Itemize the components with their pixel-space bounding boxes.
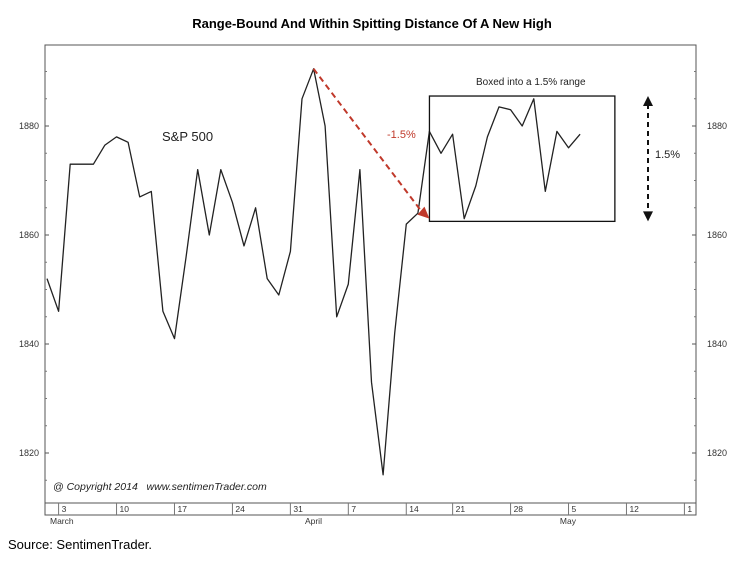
x-tick-label-11: 1 bbox=[687, 504, 692, 514]
month-label-0: March bbox=[50, 516, 74, 526]
x-tick-label-0: 3 bbox=[62, 504, 67, 514]
y-tick-label-left-3: 1880 bbox=[19, 121, 39, 131]
range-arrow-head-up bbox=[643, 96, 653, 107]
range-box bbox=[428, 95, 616, 223]
plot-frame bbox=[44, 44, 697, 516]
y-axis-right: 1820 1840 1860 1880 bbox=[692, 71, 727, 481]
x-tick-label-5: 7 bbox=[351, 504, 356, 514]
x-tick-label-7: 21 bbox=[456, 504, 466, 514]
y-tick-label-right-1: 1840 bbox=[707, 339, 727, 349]
x-tick-label-4: 31 bbox=[293, 504, 303, 514]
x-tick-label-10: 12 bbox=[629, 504, 639, 514]
chart-title: Range-Bound And Within Spitting Distance… bbox=[192, 16, 552, 31]
copyright-text: @ Copyright 2014 www.sentimenTrader.com bbox=[53, 481, 267, 493]
decline-label: -1.5% bbox=[387, 129, 416, 141]
x-tick-label-2: 17 bbox=[177, 504, 187, 514]
x-tick-label-9: 5 bbox=[572, 504, 577, 514]
x-tick-label-6: 14 bbox=[409, 504, 419, 514]
series-line-0 bbox=[46, 68, 581, 476]
range-arrow-head-down bbox=[643, 211, 653, 222]
range-label: 1.5% bbox=[655, 149, 680, 161]
y-tick-label-left-2: 1860 bbox=[19, 230, 39, 240]
sp500-line-chart: Range-Bound And Within Spitting Distance… bbox=[19, 16, 727, 526]
source-caption: Source: SentimenTrader. bbox=[8, 537, 153, 552]
y-axis-left: 1820 1840 1860 1880 bbox=[19, 71, 49, 481]
y-tick-label-left-0: 1820 bbox=[19, 448, 39, 458]
x-tick-label-1: 10 bbox=[120, 504, 130, 514]
decline-arrow-line bbox=[312, 68, 424, 214]
decline-arrow-head bbox=[417, 206, 430, 219]
annotation-layer: -1.5% Boxed into a 1.5% range 1.5% bbox=[312, 68, 680, 223]
series-layer bbox=[46, 68, 581, 476]
month-label-2: May bbox=[560, 516, 577, 526]
x-tick-label-3: 24 bbox=[235, 504, 245, 514]
y-tick-label-right-2: 1860 bbox=[707, 230, 727, 240]
box-label: Boxed into a 1.5% range bbox=[476, 77, 586, 88]
y-tick-label-right-3: 1880 bbox=[707, 121, 727, 131]
x-tick-label-8: 28 bbox=[514, 504, 524, 514]
y-tick-label-right-0: 1820 bbox=[707, 448, 727, 458]
x-axis: 3 10 17 24 31 7 14 21 28 5 12 1 March April May bbox=[50, 503, 692, 526]
series-label: S&P 500 bbox=[162, 129, 213, 144]
y-tick-label-left-1: 1840 bbox=[19, 339, 39, 349]
month-label-1: April bbox=[305, 516, 322, 526]
